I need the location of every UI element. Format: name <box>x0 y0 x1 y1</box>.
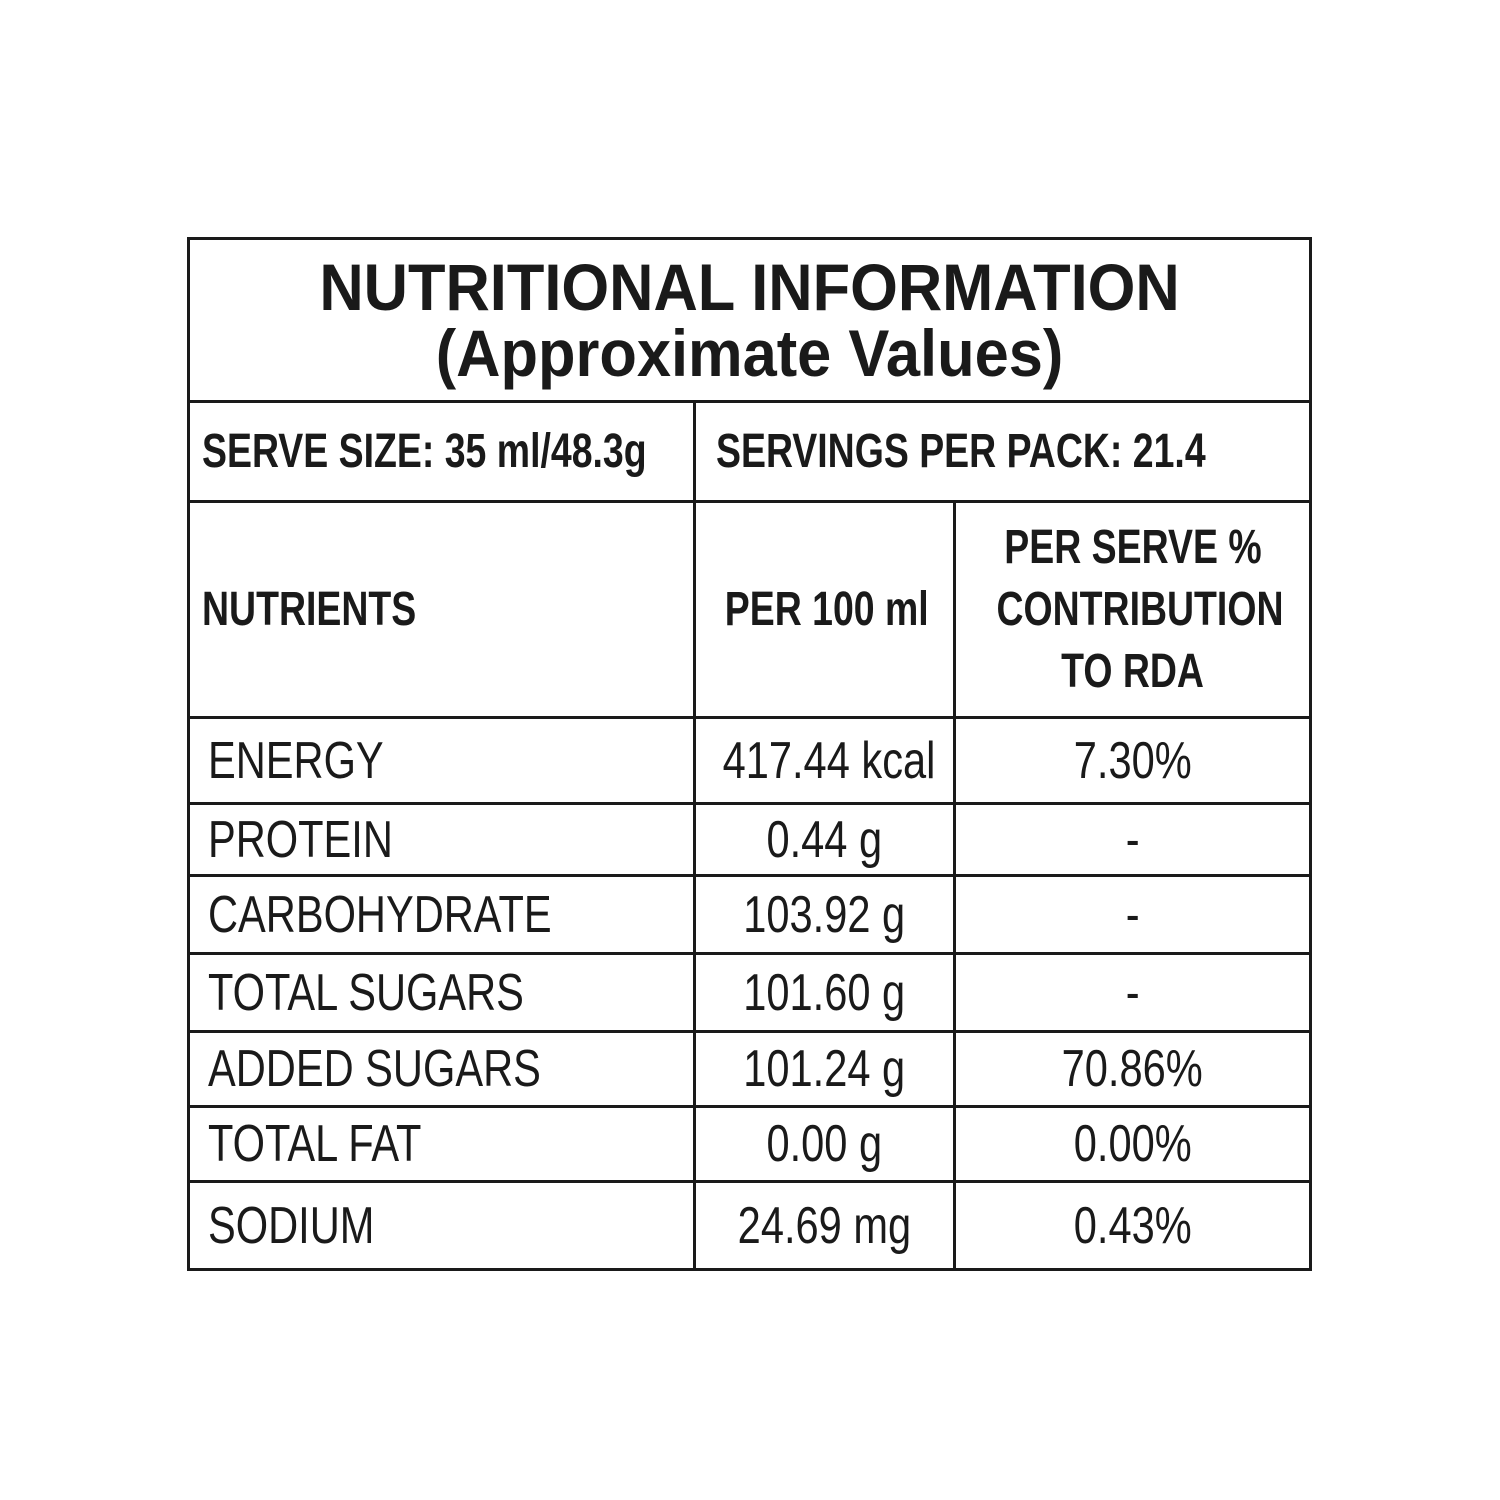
nutrient-name: ADDED SUGARS <box>208 1040 541 1098</box>
header-rda-line3: TO RDA <box>1061 644 1204 698</box>
servings-per-pack: SERVINGS PER PACK: 21.4 <box>716 425 1206 478</box>
per-100-value: 0.00 g <box>766 1115 883 1173</box>
rda-value: 0.00% <box>1073 1115 1192 1173</box>
rda-value: - <box>1125 885 1140 944</box>
header-rda-line2: CONTRIBUTION <box>996 582 1284 636</box>
header-nutrients: NUTRIENTS <box>187 500 696 719</box>
nutrient-name: TOTAL SUGARS <box>208 963 524 1022</box>
nutrient-name-cell: CARBOHYDRATE <box>187 874 696 955</box>
table-row: ENERGY 417.44 kcal 7.30% <box>187 716 1313 805</box>
header-per-100-label: PER 100 ml <box>724 582 929 636</box>
nutrient-name: SODIUM <box>208 1196 375 1255</box>
nutrient-name-cell: TOTAL FAT <box>187 1105 696 1183</box>
nutrient-name: PROTEIN <box>208 810 393 869</box>
serve-size-cell: SERVE SIZE: 35 ml/48.3g <box>187 400 696 503</box>
header-per-100: PER 100 ml <box>693 500 956 719</box>
rda-cell: 70.86% <box>952 1030 1313 1108</box>
per-100-cell: 417.44 kcal <box>693 716 956 805</box>
rda-value: 0.43% <box>1073 1196 1192 1255</box>
title-cell: NUTRITIONAL INFORMATION (Approximate Val… <box>186 237 1313 403</box>
table-row: CARBOHYDRATE 103.92 g - <box>187 874 1313 955</box>
nutrient-name: ENERGY <box>208 731 384 790</box>
per-100-value: 417.44 kcal <box>722 731 936 790</box>
rda-cell: 0.43% <box>952 1180 1313 1271</box>
table-row: TOTAL FAT 0.00 g 0.00% <box>187 1105 1313 1183</box>
per-100-value: 0.44 g <box>766 810 883 869</box>
nutrition-panel: NUTRITIONAL INFORMATION (Approximate Val… <box>186 237 1313 1271</box>
rda-cell: - <box>952 952 1313 1033</box>
per-100-cell: 101.24 g <box>693 1030 956 1108</box>
serve-size: SERVE SIZE: 35 ml/48.3g <box>202 425 647 478</box>
nutrient-name-cell: ADDED SUGARS <box>187 1030 696 1108</box>
rda-cell: 7.30% <box>952 716 1313 805</box>
header-rda-line1: PER SERVE % <box>1003 520 1262 574</box>
table-row: ADDED SUGARS 101.24 g 70.86% <box>187 1030 1313 1108</box>
rda-value: - <box>1125 810 1140 869</box>
header-rda: PER SERVE % CONTRIBUTION TO RDA <box>952 500 1313 719</box>
nutrient-name-cell: SODIUM <box>187 1180 696 1271</box>
per-100-cell: 0.00 g <box>693 1105 956 1183</box>
per-100-cell: 24.69 mg <box>693 1180 956 1271</box>
table-row: TOTAL SUGARS 101.60 g - <box>187 952 1313 1033</box>
servings-per-pack-cell: SERVINGS PER PACK: 21.4 <box>692 400 1313 503</box>
table-subtitle: (Approximate Values) <box>435 316 1064 390</box>
nutrient-name-cell: TOTAL SUGARS <box>187 952 696 1033</box>
per-100-value: 101.60 g <box>743 963 906 1022</box>
nutrient-name-cell: PROTEIN <box>187 802 696 877</box>
nutrient-name: CARBOHYDRATE <box>208 885 552 944</box>
header-nutrients-label: NUTRIENTS <box>202 582 417 636</box>
nutrient-name-cell: ENERGY <box>187 716 696 805</box>
per-100-value: 24.69 mg <box>737 1196 912 1255</box>
rda-value: 7.30% <box>1073 731 1192 790</box>
rda-cell: - <box>952 874 1313 955</box>
per-100-cell: 101.60 g <box>693 952 956 1033</box>
per-100-value: 103.92 g <box>743 885 906 944</box>
per-100-cell: 0.44 g <box>693 802 956 877</box>
rda-cell: 0.00% <box>952 1105 1313 1183</box>
per-100-cell: 103.92 g <box>693 874 956 955</box>
rda-cell: - <box>952 802 1313 877</box>
table-row: PROTEIN 0.44 g - <box>187 802 1313 877</box>
nutrition-table: NUTRITIONAL INFORMATION (Approximate Val… <box>186 237 1313 1271</box>
per-100-value: 101.24 g <box>743 1040 906 1098</box>
rda-value: - <box>1125 963 1140 1022</box>
table-title: NUTRITIONAL INFORMATION <box>319 250 1180 324</box>
nutrient-name: TOTAL FAT <box>208 1115 422 1173</box>
table-row: SODIUM 24.69 mg 0.43% <box>187 1180 1313 1271</box>
rda-value: 70.86% <box>1061 1040 1204 1098</box>
